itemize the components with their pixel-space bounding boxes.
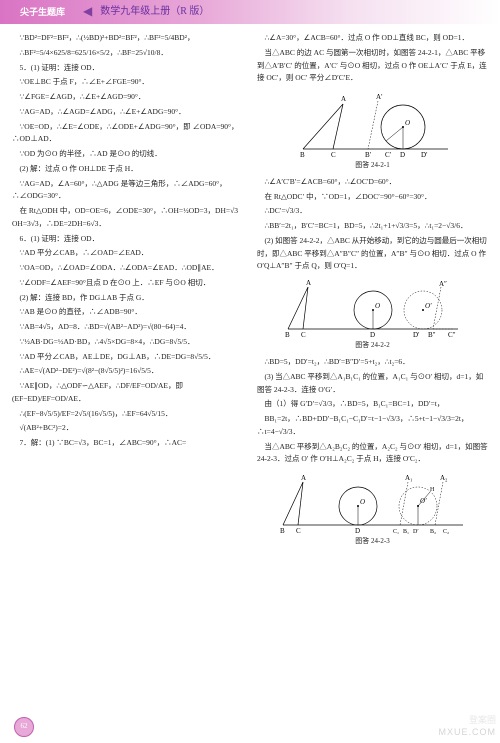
svg-text:B″: B″ — [428, 331, 436, 339]
math-line: ∴∠A=30°，∠ACB=60°．过点 O 作 OD⊥直线 BC，则 OD=1． — [257, 32, 488, 45]
svg-text:B: B — [285, 331, 290, 339]
math-line: ∴BF²=5/4×625/8=625/16×5/2，∴BF=25√10/8． — [12, 47, 243, 60]
left-column: ∵BD²=DF²=BF²，∴(½BD)²+BD²=BF²，∴BF²=5/4BD²… — [12, 32, 243, 552]
math-line: ∵OA=OD，∴∠OAD=∠ODA．∴∠ODA=∠EAD．∴OD∥AE． — [12, 262, 243, 275]
right-column: ∴∠A=30°，∠ACB=60°．过点 O 作 OD⊥直线 BC，则 OD=1．… — [257, 32, 488, 552]
math-line: ∵OE=OD，∴∠E=∠ODE，∴∠ODE+∠ADG=90°，即 ∠ODA=90… — [12, 121, 243, 147]
svg-text:C: C — [301, 331, 306, 339]
math-line: 在 Rt△ODC′ 中，∵OD=1，∠DOC′=90°−60°=30°． — [257, 191, 488, 204]
svg-text:A: A — [301, 474, 306, 482]
svg-text:D′: D′ — [413, 529, 419, 535]
svg-text:C₁: C₁ — [393, 529, 399, 535]
math-line: (2) 解：过点 O 作 OH⊥DE 于点 H． — [12, 163, 243, 176]
svg-text:C: C — [331, 151, 336, 159]
svg-text:A₁: A₁ — [405, 474, 413, 482]
math-line: BB₁=2t，∴BD+DD′−B₁C₁−C₁D′=t−1−√3/3，∴5+t−1… — [257, 413, 488, 439]
math-line: ∵AE∥OD，∴△ODF∽△AEF，∴DF/EF=OD/AE，即 (EF−ED)… — [12, 380, 243, 406]
page-footer: 62 — [14, 717, 34, 737]
figure-caption: 图答 24-2-3 — [257, 536, 488, 548]
math-line: 在 Rt△ODH 中，OD=OE=6，∠ODE=30°，∴OH=½OD=3，DH… — [12, 205, 243, 231]
math-line: 由（1）得 G′D′=√3/3，∴BD=5，B₁C₁=BC=1，DD′=t， — [257, 398, 488, 411]
math-line: ∵AB 是⊙O 的直径，∴∠ADB=90°． — [12, 306, 243, 319]
math-line: (3) 当△ABC 平移到△A₁B₁C₁ 的位置，A₁C₁ 与⊙O′ 相切，d=… — [257, 371, 488, 397]
svg-text:O: O — [375, 302, 380, 310]
math-line: ∴(EF−8√5/5)/EF=2√5/(16√5/5)，∴EF=64√5/15． — [12, 408, 243, 421]
math-line: ∵∠ODF=∠AEF=90°且点 D 在⊙O 上．∴EF 与⊙O 相切． — [12, 277, 243, 290]
svg-text:B₁: B₁ — [403, 529, 409, 535]
svg-text:O′: O′ — [420, 497, 427, 505]
math-line: ∵AD 平分∠CAB，∴∠OAD=∠EAD． — [12, 247, 243, 260]
page-header: 尖子生题库 ◀ 数学九年级上册（R 版） — [0, 0, 500, 24]
svg-text:A: A — [341, 95, 346, 103]
page-number-badge: 62 — [14, 717, 34, 737]
math-line: 当△ABC 平移到△A₂B₂C₂ 的位置，A₂C₂ 与⊙O′ 相切，d=1，如图… — [257, 441, 488, 467]
math-line: ∵OE⊥BC 于点 F，∴∠E+∠FGE=90°． — [12, 76, 243, 89]
watermark-url: MXUE.COM — [439, 725, 497, 739]
svg-text:A: A — [306, 279, 311, 287]
math-line: ∴DC′=√3/3． — [257, 205, 488, 218]
svg-text:B₂: B₂ — [430, 529, 436, 535]
svg-text:D: D — [370, 331, 375, 339]
svg-text:D: D — [355, 527, 360, 535]
math-line: ∵½AB·DG=½AD·BD，∴4√5×DG=8×4，∴DG=8√5/5． — [12, 336, 243, 349]
svg-text:B′: B′ — [365, 151, 372, 159]
math-line: 6．(1) 证明：连接 OD． — [12, 233, 243, 246]
math-line: 当△ABC 的边 AC 与圆第一次相切时，如图答 24-2-1，△ABC 平移到… — [257, 47, 488, 85]
svg-text:O: O — [360, 498, 365, 506]
svg-text:H: H — [430, 487, 435, 493]
svg-text:A₂: A₂ — [440, 474, 448, 482]
math-line: ∵AG=AD，∴∠AGD=∠ADG，∴∠E+∠ADG=90°． — [12, 106, 243, 119]
svg-text:D: D — [400, 151, 405, 159]
svg-text:A′: A′ — [376, 93, 383, 101]
figure-24-2-2: A O A″ O′ B C D B″ D′ C″ 图答 24-2-2 — [257, 277, 488, 352]
svg-text:O′: O′ — [425, 302, 432, 310]
svg-text:B: B — [300, 151, 305, 159]
svg-text:B: B — [280, 527, 285, 535]
svg-text:D′: D′ — [421, 151, 428, 159]
svg-text:D′: D′ — [413, 331, 420, 339]
math-line: ∴AE=√(AD²−DE²)=√(8²−(8√5/5)²)=16√5/5． — [12, 365, 243, 378]
svg-text:C′: C′ — [385, 151, 392, 159]
header-badge: 尖子生题库 — [20, 5, 65, 19]
figure-24-2-3: A O A₁ A₂ O′ H B C D C₁ D′ B₁ B₂ C₂ 图答 2… — [257, 470, 488, 548]
header-title: 数学九年级上册（R 版） — [100, 4, 209, 20]
math-line: ∵AG=AD，∠A=60°，∴△ADG 是等边三角形，∴∠ADG=60°，∴∠O… — [12, 178, 243, 204]
header-arrow-icon: ◀ — [83, 2, 92, 21]
math-line: ∵∠FGE=∠AGD，∴∠E+∠AGD=90°． — [12, 91, 243, 104]
content-area: ∵BD²=DF²=BF²，∴(½BD)²+BD²=BF²，∴BF²=5/4BD²… — [0, 24, 500, 560]
figure-caption: 图答 24-2-1 — [257, 160, 488, 172]
math-line: ∵AB=4√5，AD=8．∴BD=√(AB²−AD²)=√(80−64)=4． — [12, 321, 243, 334]
math-line: ∵OD 为⊙O 的半径，∴AD 是⊙O 的切线． — [12, 148, 243, 161]
svg-text:C: C — [296, 527, 301, 535]
svg-text:C₂: C₂ — [443, 529, 449, 535]
math-line: √(AB²+BC²)=2． — [12, 422, 243, 435]
figure-caption: 图答 24-2-2 — [257, 340, 488, 352]
figure-24-2-1: A A′ O B C B′ D C′ D′ 图答 24-2-1 — [257, 89, 488, 172]
math-line: (2) 如图答 24-2-2，△ABC 从开始移动，到它的边与圆最后一次相切时，… — [257, 235, 488, 273]
math-line: ∴BB′=2t₁，B′C′=BC=1，BD=5，∴2t₁+1+√3/3=5，∴t… — [257, 220, 488, 233]
math-line: ∵BD²=DF²=BF²，∴(½BD)²+BD²=BF²，∴BF²=5/4BD²… — [12, 32, 243, 45]
svg-text:O: O — [405, 119, 410, 127]
math-line: 7．解：(1) ∵BC=√3，BC=1，∠ABC=90°，∴AC= — [12, 437, 243, 450]
math-line: ∴BD=5，DD′=t₂，∴BD′=B″D′=5+t₂，∴t₂=6． — [257, 356, 488, 369]
svg-text:A″: A″ — [439, 280, 447, 288]
math-line: ∴∠A′C′B′=∠ACB=60°，∴∠OC′D=60°． — [257, 176, 488, 189]
math-line: 5．(1) 证明：连接 OD． — [12, 62, 243, 75]
math-line: ∵AD 平分∠CAB，AE⊥DE，DG⊥AB，∴DE=DG=8√5/5． — [12, 351, 243, 364]
math-line: (2) 解：连接 BD，作 DG⊥AB 于点 G． — [12, 292, 243, 305]
svg-text:C″: C″ — [448, 331, 456, 339]
